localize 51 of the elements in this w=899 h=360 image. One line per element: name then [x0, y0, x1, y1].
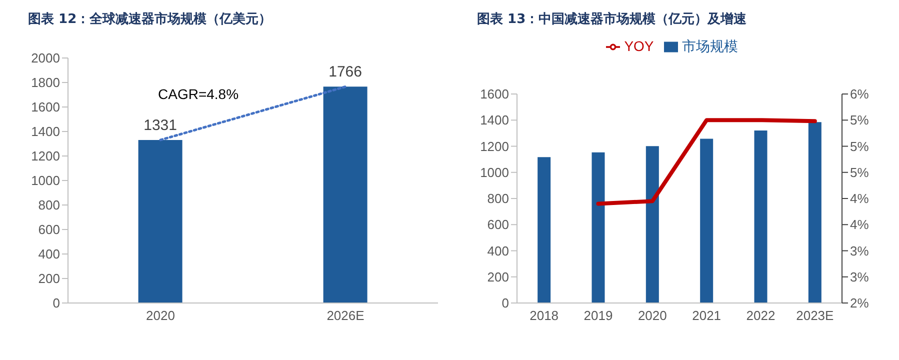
y-tick-label: 1600 — [31, 100, 60, 115]
x-tick-label: 2022 — [746, 308, 776, 324]
y-tick-label: 1000 — [31, 173, 60, 188]
y-tick-label: 600 — [487, 217, 509, 232]
y-tick-label: 1200 — [480, 138, 509, 154]
y-tick-label: 200 — [38, 271, 60, 286]
x-tick-label: 2021 — [692, 308, 722, 324]
y-tick-label: 400 — [487, 243, 509, 258]
y2-tick-label: 3% — [850, 243, 870, 258]
y-tick-label: 1200 — [31, 148, 60, 164]
bar — [538, 157, 551, 303]
y-tick-label: 0 — [502, 296, 509, 311]
y2-tick-label: 5% — [850, 112, 870, 128]
y-tick-label: 800 — [38, 198, 60, 213]
bar — [808, 122, 822, 303]
y2-tick-label: 6% — [850, 86, 870, 102]
x-tick-label: 2020 — [638, 308, 667, 324]
y-tick-label: 1600 — [480, 86, 509, 102]
bar — [592, 152, 605, 303]
y-tick-label: 600 — [38, 222, 60, 238]
y-tick-label: 800 — [487, 191, 509, 206]
y-tick-label: 1400 — [480, 112, 509, 128]
y2-tick-label: 2% — [850, 296, 870, 311]
y-tick-label: 1800 — [31, 75, 60, 90]
data-label: 1766 — [328, 64, 362, 81]
y2-tick-label: 3% — [850, 269, 870, 284]
line-series — [596, 118, 817, 206]
data-label: 1331 — [144, 116, 177, 134]
x-tick-label: 2020 — [146, 308, 175, 324]
y-tick-label: 1400 — [31, 124, 60, 140]
bar — [700, 138, 714, 303]
x-tick-label: 2019 — [584, 308, 613, 324]
y-tick-label: 200 — [487, 269, 509, 284]
y2-tick-label: 5% — [850, 164, 870, 180]
x-tick-label: 2018 — [530, 308, 559, 324]
y2-tick-label: 4% — [850, 191, 870, 206]
y-tick-label: 400 — [38, 246, 60, 262]
y-tick-label: 0 — [52, 296, 60, 311]
x-tick-label: 2023E — [796, 308, 834, 324]
legend-label: 市场规模 — [682, 38, 738, 54]
y2-tick-label: 5% — [850, 138, 870, 154]
legend-label: YOY — [624, 38, 654, 54]
y-tick-label: 2000 — [31, 50, 60, 66]
bar — [646, 146, 659, 303]
annotation: CAGR=4.8% — [158, 86, 239, 102]
bar — [754, 130, 768, 303]
chart-title: 图表 12：全球减速器市场规模（亿美元） — [27, 10, 273, 29]
y2-tick-label: 4% — [850, 217, 870, 232]
x-tick-label: 2026E — [326, 308, 365, 324]
chart-title: 图表 13：中国减速器市场规模（亿元）及增速 — [476, 10, 748, 29]
y-tick-label: 1000 — [480, 164, 509, 180]
